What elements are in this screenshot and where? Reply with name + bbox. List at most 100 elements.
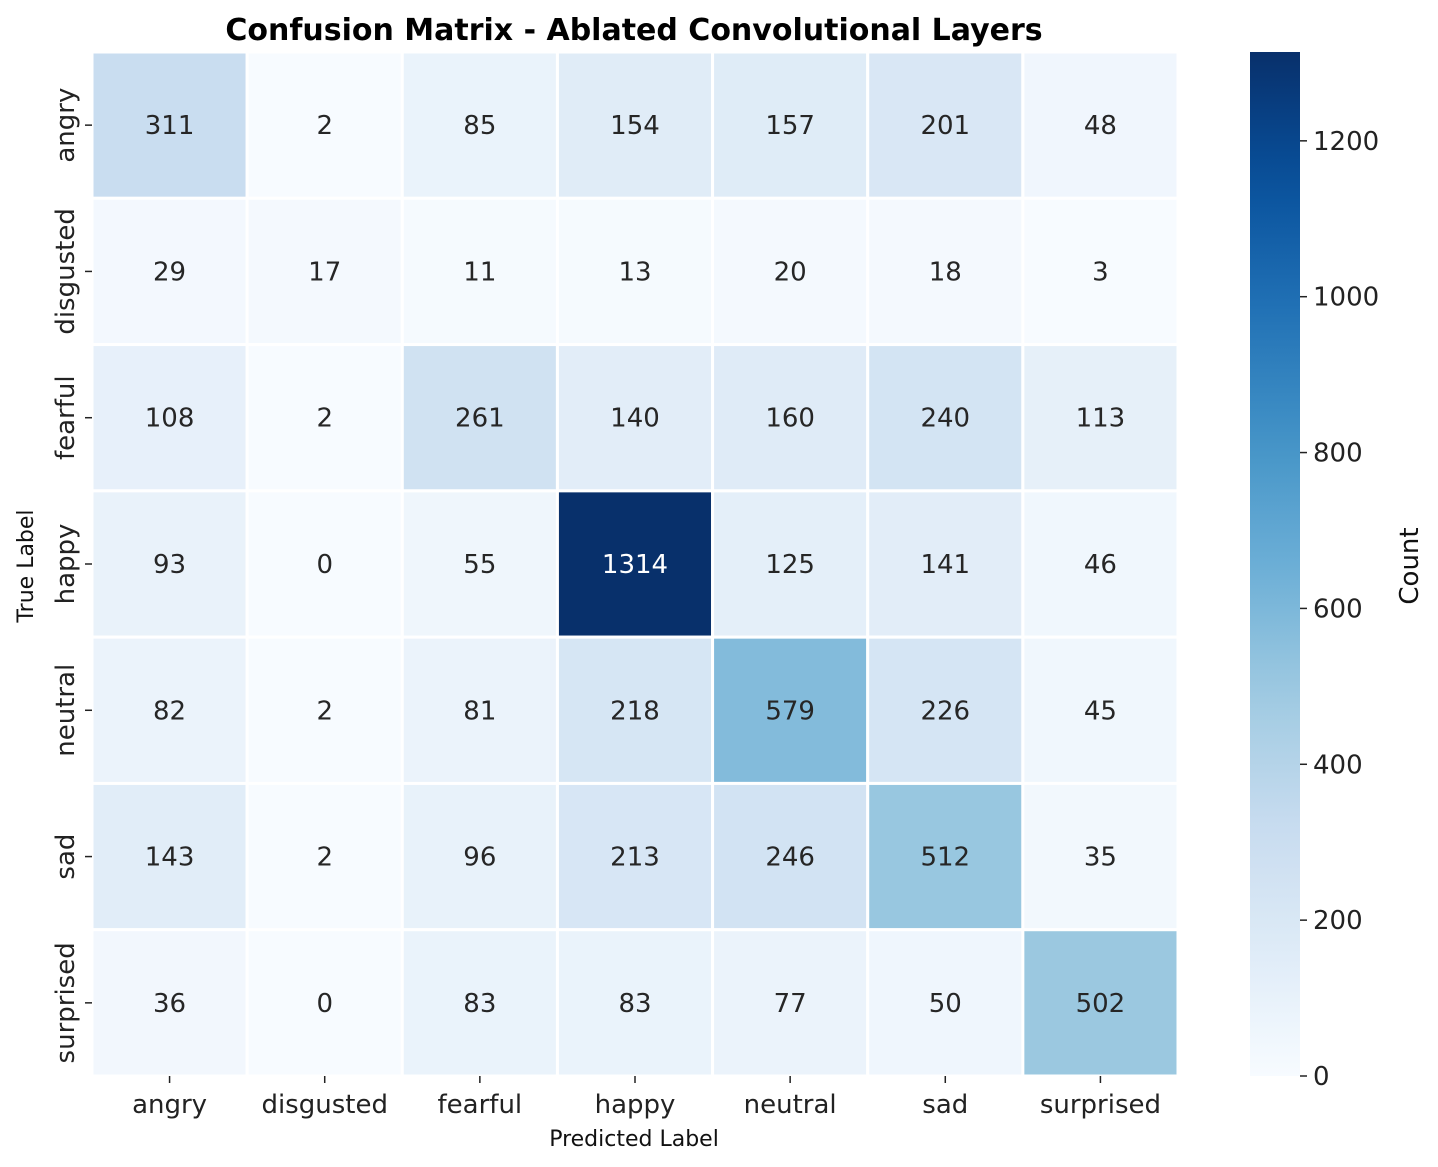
- heatmap-cell: [245, 781, 404, 932]
- cell-value-label: 85: [463, 111, 496, 141]
- chart-title: Confusion Matrix - Ablated Convolutional…: [225, 13, 1042, 48]
- heatmap-cell: [400, 196, 559, 347]
- colorbar-tick-label: 600: [1313, 594, 1363, 624]
- y-tick-label: sad: [51, 834, 81, 880]
- heatmap-cell: [866, 343, 1025, 493]
- cell-value-label: 0: [316, 989, 333, 1019]
- heatmap-cell: [400, 343, 559, 493]
- cell-value-label: 141: [920, 550, 970, 580]
- heatmap-cell: [245, 343, 404, 493]
- heatmap-cell: [555, 781, 715, 932]
- cell-value-label: 93: [153, 550, 186, 580]
- colorbar-tick-label: 1000: [1313, 283, 1379, 313]
- cell-value-label: 512: [920, 843, 970, 873]
- heatmap-cell: [1021, 489, 1180, 639]
- x-tick-label: neutral: [744, 1090, 837, 1120]
- cell-value-label: 17: [308, 257, 341, 287]
- y-tick-label: surprised: [51, 942, 81, 1063]
- cell-value-label: 96: [463, 843, 496, 873]
- cell-value-label: 311: [145, 111, 195, 141]
- colorbar-tick-label: 800: [1313, 439, 1363, 469]
- heatmap-cell: [400, 50, 559, 200]
- heatmap-cell: [90, 781, 249, 932]
- x-tick-label: happy: [595, 1090, 676, 1120]
- y-tick-label: fearful: [51, 375, 81, 460]
- heatmap-cell: [866, 928, 1025, 1078]
- cell-value-label: 83: [463, 989, 496, 1019]
- colorbar-tick-label: 400: [1313, 750, 1363, 780]
- heatmap-cell: [1021, 196, 1180, 347]
- cell-value-label: 108: [145, 404, 195, 434]
- x-axis-label: Predicted Label: [549, 1127, 719, 1152]
- heatmap-cell: [90, 635, 249, 785]
- cell-value-label: 218: [610, 696, 660, 726]
- cell-value-label: 55: [463, 550, 496, 580]
- cell-value-label: 143: [145, 843, 195, 873]
- cell-value-label: 157: [765, 111, 815, 141]
- x-tick-label: disgusted: [261, 1090, 388, 1120]
- cell-value-label: 240: [920, 404, 970, 434]
- cell-value-label: 20: [774, 257, 807, 287]
- cell-value-label: 502: [1076, 989, 1126, 1019]
- heatmap-cell: [90, 928, 249, 1078]
- cell-value-label: 579: [765, 696, 815, 726]
- heatmap-cell: [711, 928, 870, 1078]
- x-axis-ticks: angry disgusted fearful happy neutral sad surp…: [132, 1076, 1161, 1120]
- colorbar: 0 200 400 600 800 1000 1200: [1250, 52, 1379, 1092]
- cell-value-label: 81: [463, 696, 496, 726]
- y-tick-label: angry: [51, 88, 81, 163]
- heatmap-cell: [555, 343, 715, 493]
- heatmap-cell: [711, 343, 870, 493]
- heatmap-cell: [400, 635, 559, 785]
- cell-value-label: 36: [153, 989, 186, 1019]
- cell-value-label: 13: [618, 257, 651, 287]
- cell-value-label: 48: [1084, 111, 1117, 141]
- y-tick-label: happy: [51, 524, 81, 605]
- cell-value-label: 125: [765, 550, 815, 580]
- cell-value-label: 82: [153, 696, 186, 726]
- heatmap-cell: [400, 928, 559, 1078]
- colorbar-tick-label: 200: [1313, 906, 1363, 936]
- heatmap-cell: [1021, 781, 1180, 932]
- cell-value-label: 35: [1084, 843, 1117, 873]
- x-tick-label: angry: [132, 1090, 207, 1120]
- heatmap-cell: [1021, 343, 1180, 493]
- cell-value-label: 201: [920, 111, 970, 141]
- cell-value-label: 154: [610, 111, 660, 141]
- y-tick-label: neutral: [51, 664, 81, 757]
- cell-value-label: 226: [920, 696, 970, 726]
- heatmap-cell: [866, 50, 1025, 200]
- colorbar-label: Count: [1395, 527, 1425, 604]
- x-tick-label: surprised: [1040, 1090, 1161, 1120]
- cell-value-label: 77: [774, 989, 807, 1019]
- cell-value-label: 2: [316, 843, 333, 873]
- heatmap-cell: [866, 489, 1025, 639]
- cell-value-label: 261: [455, 404, 505, 434]
- cell-value-label: 46: [1084, 550, 1117, 580]
- heatmap-cell: [555, 928, 715, 1078]
- cell-value-label: 140: [610, 404, 660, 434]
- y-axis-label: True Label: [14, 509, 39, 623]
- cell-value-label: 50: [929, 989, 962, 1019]
- cell-value-label: 160: [765, 404, 815, 434]
- cell-value-label: 2: [316, 404, 333, 434]
- heatmap-cell: [711, 196, 870, 347]
- colorbar-scale: [1250, 52, 1300, 1076]
- x-tick-label: fearful: [438, 1090, 523, 1120]
- cell-value-label: 18: [929, 257, 962, 287]
- cell-value-label: 11: [463, 257, 496, 287]
- x-tick-label: sad: [922, 1090, 968, 1120]
- y-tick-label: disgusted: [51, 208, 81, 335]
- cell-value-label: 83: [618, 989, 651, 1019]
- heatmap-cell: [245, 50, 404, 200]
- cell-value-label: 213: [610, 843, 660, 873]
- heatmap-cell: [90, 50, 249, 200]
- heatmap-cell: [1021, 928, 1180, 1078]
- cell-value-label: 1314: [602, 550, 668, 580]
- cell-value-label: 29: [153, 257, 186, 287]
- colorbar-tick-label: 1200: [1313, 127, 1379, 157]
- heatmap-cell: [90, 489, 249, 639]
